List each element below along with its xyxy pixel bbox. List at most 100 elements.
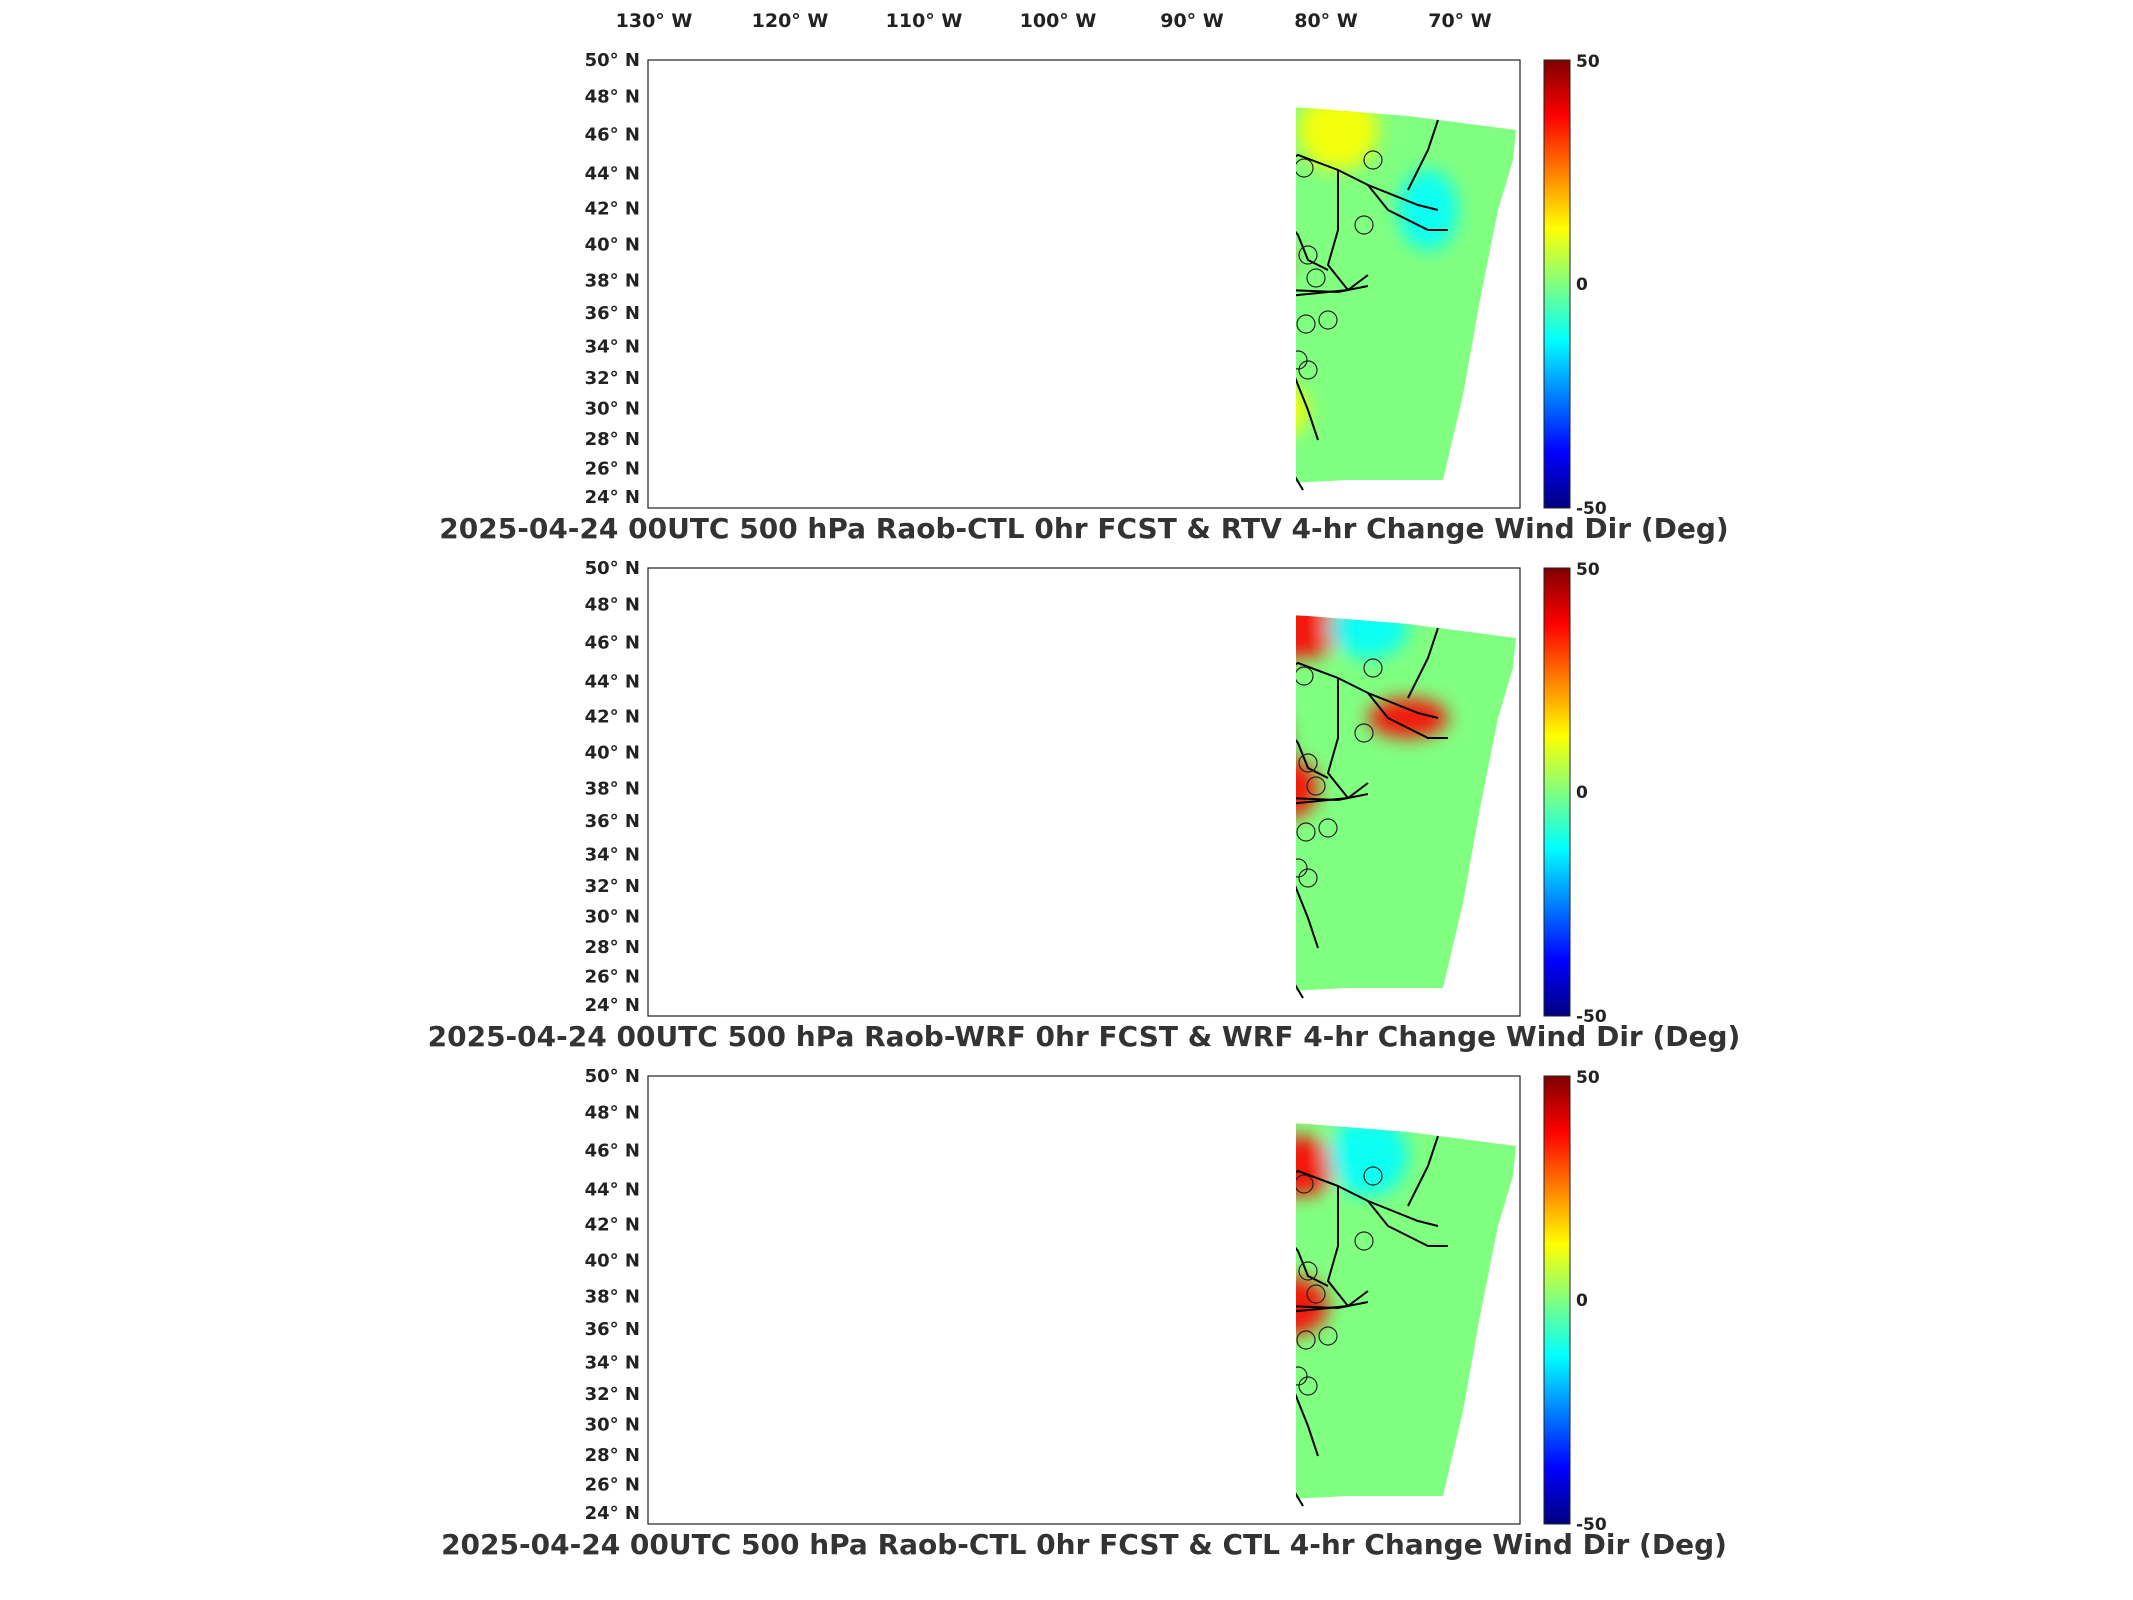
boundary-line xyxy=(1296,1301,1369,1310)
lat-label: 34° N xyxy=(585,844,640,865)
raob-station-marker xyxy=(1354,1231,1374,1251)
boundary-line xyxy=(1407,119,1439,191)
panel-title: 2025-04-24 00UTC 500 hPa Raob-CTL 0hr FC… xyxy=(439,512,1728,545)
raob-station-marker xyxy=(1306,776,1326,796)
lat-label: 38° N xyxy=(585,270,640,291)
lat-label: 38° N xyxy=(585,1286,640,1307)
lat-label: 48° N xyxy=(585,595,640,616)
lat-label: 26° N xyxy=(585,459,640,480)
field-anomaly xyxy=(1368,698,1448,738)
colorbar-tick-label: 50 xyxy=(1576,1068,1600,1088)
raob-station-marker xyxy=(1298,1376,1318,1396)
boundary-line xyxy=(1296,285,1369,294)
lat-label: 26° N xyxy=(585,967,640,988)
boundary-line xyxy=(1296,1393,1319,1457)
lat-label: 36° N xyxy=(585,303,640,324)
boundary-line xyxy=(1326,1186,1349,1307)
map-panel: 50° N 48° N 46° N 44° N 42° N 40° N 38° N 36° N… xyxy=(439,50,1728,545)
raob-station-marker xyxy=(1296,350,1308,370)
raob-station-marker xyxy=(1296,314,1316,334)
lat-label: 34° N xyxy=(585,336,640,357)
lon-label: 80° W xyxy=(1294,10,1358,32)
lat-label: 32° N xyxy=(585,368,640,389)
boundary-line xyxy=(1296,793,1369,802)
lat-label: 46° N xyxy=(585,124,640,145)
raob-station-marker xyxy=(1318,818,1338,838)
raob-station-marker xyxy=(1363,1166,1383,1186)
raob-station-marker xyxy=(1318,310,1338,330)
boundary-line xyxy=(1296,377,1319,441)
lat-label: 48° N xyxy=(585,87,640,108)
raob-station-marker xyxy=(1318,1326,1338,1346)
lat-label: 24° N xyxy=(585,995,640,1016)
raob-station-marker xyxy=(1296,1330,1316,1350)
raob-station-marker xyxy=(1296,858,1308,878)
panel-title: 2025-04-24 00UTC 500 hPa Raob-WRF 0hr FC… xyxy=(428,1020,1741,1053)
boundary-line xyxy=(1326,678,1349,799)
latitude-labels: 50° N 48° N 46° N 44° N 42° N 40° N 38° N 36° N… xyxy=(585,1066,640,1524)
lat-label: 34° N xyxy=(585,1352,640,1373)
lat-label: 38° N xyxy=(585,778,640,799)
model-domain-field xyxy=(1296,1123,1516,1499)
lat-label: 28° N xyxy=(585,937,640,958)
lon-label: 100° W xyxy=(1020,10,1097,32)
colorbar xyxy=(1543,59,1571,509)
colorbar-tick-label: 0 xyxy=(1576,783,1588,803)
lat-label: 24° N xyxy=(585,487,640,508)
boundary-line xyxy=(1367,184,1448,231)
raob-stations xyxy=(1296,658,1383,888)
lat-label: 44° N xyxy=(585,1179,640,1200)
boundary-line xyxy=(1407,1135,1439,1207)
boundary-line xyxy=(1296,153,1439,211)
raob-stations xyxy=(1296,1166,1383,1396)
lat-label: 40° N xyxy=(585,1251,640,1272)
colorbar xyxy=(1543,1075,1571,1525)
lat-label: 36° N xyxy=(585,811,640,832)
lon-label: 90° W xyxy=(1160,10,1224,32)
colorbar-tick-label: 0 xyxy=(1576,275,1588,295)
lat-label: 42° N xyxy=(585,199,640,220)
raob-station-marker xyxy=(1296,822,1316,842)
boundary-line xyxy=(1296,885,1319,949)
colorbar-tick-label: -50 xyxy=(1576,499,1607,519)
lat-label: 48° N xyxy=(585,1103,640,1124)
colorbar-tick-label: -50 xyxy=(1576,1007,1607,1027)
colorbar-tick-label: 50 xyxy=(1576,52,1600,72)
lon-label: 120° W xyxy=(752,10,829,32)
latitude-labels: 50° N 48° N 46° N 44° N 42° N 40° N 38° N 36° N… xyxy=(585,50,640,508)
lon-label: 110° W xyxy=(886,10,963,32)
map-area xyxy=(1296,103,1516,491)
colorbar xyxy=(1543,567,1571,1017)
raob-station-marker xyxy=(1306,1284,1326,1304)
lat-label: 30° N xyxy=(585,1415,640,1436)
lat-label: 28° N xyxy=(585,429,640,450)
lat-label: 44° N xyxy=(585,671,640,692)
model-domain-field xyxy=(1296,615,1516,991)
raob-station-marker xyxy=(1298,360,1318,380)
raob-station-marker xyxy=(1306,268,1326,288)
raob-station-marker xyxy=(1298,1261,1318,1281)
lon-label: 130° W xyxy=(616,10,693,32)
lat-label: 50° N xyxy=(585,558,640,579)
lat-label: 36° N xyxy=(585,1319,640,1340)
colorbar-tick-label: -50 xyxy=(1576,1515,1607,1535)
raob-station-marker xyxy=(1296,1174,1314,1194)
lat-label: 42° N xyxy=(585,707,640,728)
map-panel: 50° N 48° N 46° N 44° N 42° N 40° N 38° N 36° N… xyxy=(441,1066,1727,1561)
boundary-line xyxy=(1326,170,1349,291)
raob-station-marker xyxy=(1298,753,1318,773)
map-area xyxy=(1296,1119,1516,1507)
field-anomaly xyxy=(1328,1119,1408,1196)
lat-label: 30° N xyxy=(585,399,640,420)
panel-title: 2025-04-24 00UTC 500 hPa Raob-CTL 0hr FC… xyxy=(441,1528,1727,1561)
field-anomaly xyxy=(1398,170,1458,250)
model-domain-field xyxy=(1296,107,1516,483)
colorbar-tick-label: 0 xyxy=(1576,1291,1588,1311)
raob-station-marker xyxy=(1363,150,1383,170)
lat-label: 40° N xyxy=(585,743,640,764)
boundary-line xyxy=(1367,1200,1448,1247)
longitude-labels: 130° W 120° W 110° W 100° W 90° W 80° W … xyxy=(616,10,1492,32)
raob-stations xyxy=(1296,150,1383,380)
latitude-labels: 50° N 48° N 46° N 44° N 42° N 40° N 38° N 36° N… xyxy=(585,558,640,1016)
